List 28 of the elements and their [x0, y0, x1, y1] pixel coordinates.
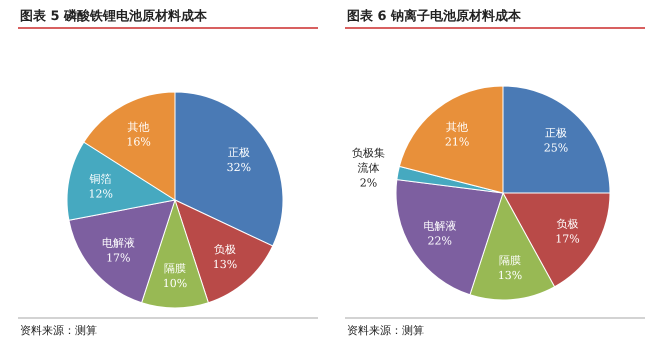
slice-label: 负极 [214, 243, 236, 256]
data-label: 10% [162, 277, 188, 290]
slice-label: 电解液 [423, 220, 456, 233]
data-label: 17% [106, 251, 131, 264]
data-label: 17% [555, 232, 580, 246]
data-label: 2% [360, 176, 378, 190]
data-label: 22% [428, 234, 452, 248]
data-label: 25% [544, 142, 568, 155]
slice-label: 正极 [228, 146, 250, 159]
slice-label: 铜箔 [88, 172, 112, 186]
data-label: 16% [126, 135, 151, 148]
data-label: 13% [212, 258, 238, 272]
data-label: 32% [226, 160, 252, 174]
chart-title: 图表 5 磷酸铁锂电池原材料成本 [20, 8, 208, 24]
slice-label: 隔膜 [164, 262, 186, 276]
slice-label: 隔膜 [499, 254, 522, 268]
data-label: 21% [444, 135, 470, 148]
slice-label: 其他 [128, 120, 150, 134]
text: 资料来源：测算 [20, 324, 97, 337]
slice-label: 负极集流体 [352, 146, 385, 174]
slice-label: 其他 [446, 120, 468, 134]
slice-label: 负极 [556, 218, 578, 231]
slice-label: 电解液 [102, 236, 135, 250]
slice-label: 正极 [544, 126, 567, 140]
chart-title: 图表 6 钠离子电池原材料成本 [347, 8, 522, 24]
data-label: 12% [88, 187, 113, 200]
data-label: 13% [498, 269, 522, 282]
text: 资料来源：测算 [347, 324, 424, 337]
